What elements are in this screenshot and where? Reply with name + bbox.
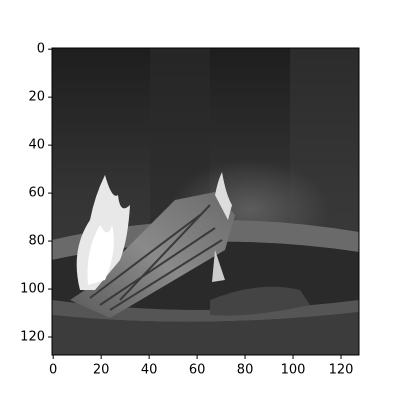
- y-tick-label: 100: [20, 282, 45, 297]
- y-tick-label: 40: [28, 138, 45, 153]
- x-tick-label: 20: [93, 363, 110, 378]
- y-tick-label: 120: [20, 330, 45, 345]
- x-tick-label: 0: [49, 363, 57, 378]
- y-tick-label: 60: [28, 186, 45, 201]
- x-tick-label: 60: [189, 363, 206, 378]
- y-tick-label: 80: [28, 234, 45, 249]
- axes-frame: [51, 47, 360, 356]
- y-tick-label: 20: [28, 90, 45, 105]
- image: [52, 48, 359, 355]
- x-tick-label: 100: [281, 363, 306, 378]
- y-tick-label: 0: [37, 42, 45, 57]
- x-tick-label: 40: [141, 363, 158, 378]
- x-tick-label: 80: [237, 363, 254, 378]
- x-tick-label: 120: [329, 363, 354, 378]
